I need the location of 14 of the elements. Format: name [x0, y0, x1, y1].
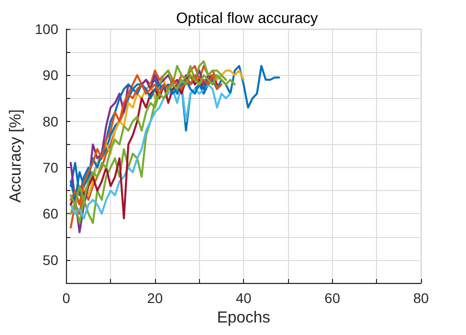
y-tick-label: 90	[42, 67, 58, 84]
x-tick-label: 60	[324, 290, 340, 306]
y-tick-label: 80	[42, 113, 58, 130]
x-tick-label: 20	[147, 290, 163, 306]
x-tick-label: 40	[236, 290, 252, 306]
x-tick-label: 80	[413, 290, 429, 306]
y-tick-label: 60	[42, 206, 58, 222]
x-tick-label: 0	[62, 290, 70, 306]
chart-title: Optical flow accuracy	[176, 10, 318, 27]
y-tick-label: 100	[34, 21, 58, 37]
y-axis-title: Accuracy [%]	[8, 109, 24, 203]
y-tick-label: 50	[42, 252, 58, 268]
x-axis-title: Epochs	[216, 309, 270, 326]
y-tick-label: 70	[42, 160, 58, 176]
